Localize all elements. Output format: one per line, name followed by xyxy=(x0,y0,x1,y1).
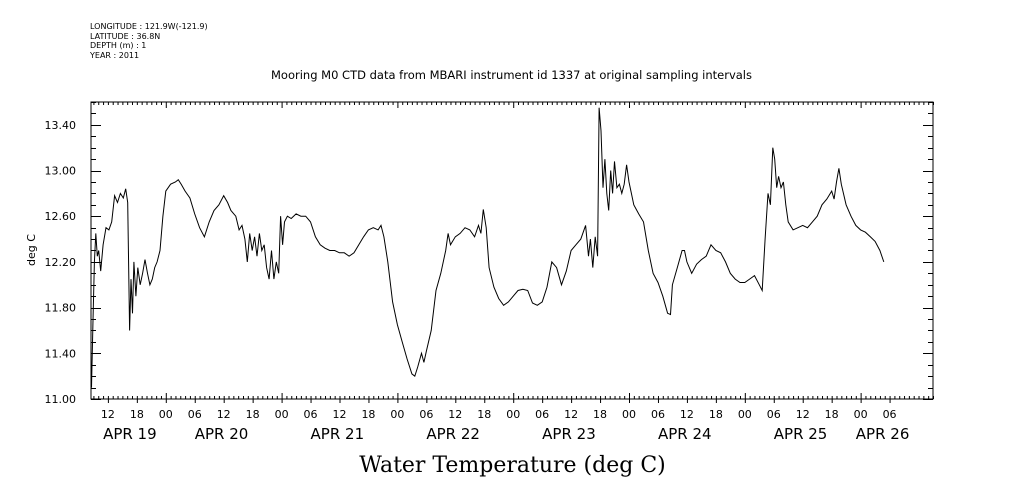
x-hour-label: 18 xyxy=(477,408,491,421)
x-hour-label: 06 xyxy=(651,408,665,421)
x-hour-label: 12 xyxy=(217,408,231,421)
depth-label: DEPTH (m) : 1 xyxy=(90,41,147,50)
longitude-label: LONGITUDE : 121.9W(-121.9) xyxy=(90,22,208,31)
x-hour-label: 18 xyxy=(593,408,607,421)
date-label: APR 25 xyxy=(774,425,828,443)
year-label: YEAR : 2011 xyxy=(90,50,140,60)
date-label: APR 24 xyxy=(658,425,712,443)
x-hour-label: 00 xyxy=(275,408,289,421)
metadata-block: LONGITUDE : 121.9W(-121.9) LATITUDE : 36… xyxy=(90,22,208,60)
date-label: APR 19 xyxy=(103,425,157,443)
x-axis-label-row: Water Temperature (deg C) xyxy=(0,453,1009,478)
x-hour-label: 06 xyxy=(767,408,781,421)
x-hour-label: 06 xyxy=(188,408,202,421)
y-tick-labels: 11.00 11.40 11.80 12.20 12.60 13.00 13.40 xyxy=(45,119,77,406)
y-tick-label: 11.40 xyxy=(45,347,77,360)
x-hour-label: 00 xyxy=(738,408,752,421)
x-axis-label: Water Temperature (deg C) xyxy=(359,453,666,478)
plot-frame xyxy=(90,101,934,400)
x-hour-label: 12 xyxy=(796,408,810,421)
y-tick-label: 11.00 xyxy=(45,393,77,406)
x-hour-label: 00 xyxy=(159,408,173,421)
x-hour-label: 18 xyxy=(361,408,375,421)
y-tick-label: 13.00 xyxy=(45,165,77,178)
date-label: APR 21 xyxy=(311,425,365,443)
x-hour-label: 00 xyxy=(854,408,868,421)
x-hour-label: 00 xyxy=(622,408,636,421)
x-hour-label: 12 xyxy=(564,408,578,421)
date-label: APR 22 xyxy=(426,425,480,443)
x-hour-label: 18 xyxy=(709,408,723,421)
x-hour-label: 18 xyxy=(130,408,144,421)
y-axis-label: deg C xyxy=(25,234,38,266)
series-line xyxy=(91,107,885,388)
x-hour-label: 18 xyxy=(246,408,260,421)
x-hour-label: 12 xyxy=(680,408,694,421)
date-labels: APR 19 APR 20 APR 21 APR 22 APR 23 APR 24 APR … xyxy=(103,425,909,443)
y-tick-label: 12.20 xyxy=(45,256,77,269)
y-tick-label: 11.80 xyxy=(45,302,77,315)
date-label: APR 26 xyxy=(856,425,910,443)
x-hour-label: 06 xyxy=(304,408,318,421)
y-tick-label: 12.60 xyxy=(45,210,77,223)
x-hour-label: 12 xyxy=(332,408,346,421)
x-hour-label: 06 xyxy=(419,408,433,421)
axis-ticks xyxy=(91,102,934,403)
x-hour-label: 00 xyxy=(390,408,404,421)
x-hour-label: 18 xyxy=(825,408,839,421)
date-label: APR 20 xyxy=(195,425,249,443)
x-hour-label: 00 xyxy=(506,408,520,421)
chart-title: Mooring M0 CTD data from MBARI instrumen… xyxy=(271,68,752,82)
x-tick-labels: 12 18 00 06 12 18 00 06 12 18 00 06 12 18 00 06 12 18 00 06… xyxy=(101,408,897,421)
x-hour-label: 06 xyxy=(883,408,897,421)
x-hour-label: 06 xyxy=(535,408,549,421)
chart-title-row: Mooring M0 CTD data from MBARI instrumen… xyxy=(0,68,1009,82)
date-label: APR 23 xyxy=(542,425,596,443)
latitude-label: LATITUDE : 36.8N xyxy=(90,31,161,41)
x-hour-label: 12 xyxy=(101,408,115,421)
y-tick-label: 13.40 xyxy=(45,119,77,132)
x-hour-label: 12 xyxy=(448,408,462,421)
